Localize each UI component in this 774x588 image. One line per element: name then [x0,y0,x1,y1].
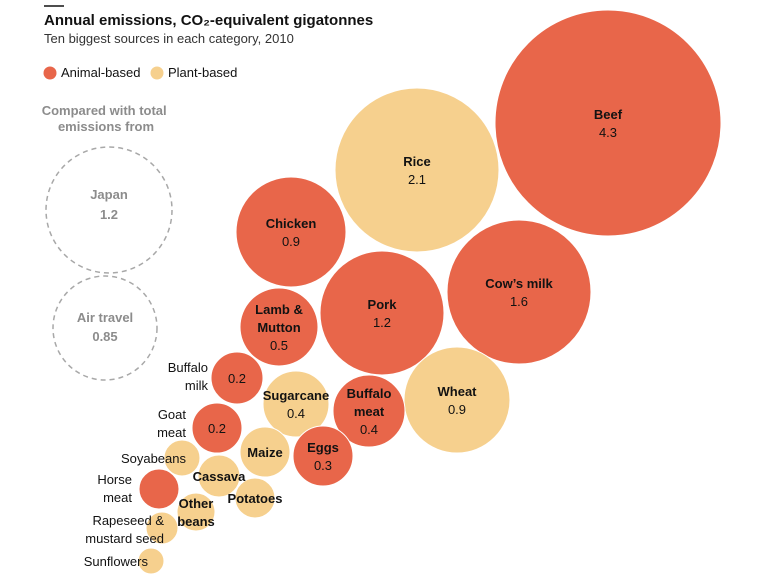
bubble-value-rice: 2.1 [408,172,426,187]
bubble-goat-meat [191,402,243,454]
bubble-cassava [197,454,241,498]
bubble-label-wheat: Wheat [438,384,478,399]
bubble-label-lamb-mutton: Lamb & [255,302,303,317]
bubble-pork [319,250,445,376]
bubble-chicken [235,176,347,288]
bubble-label-goat-meat: Goat [158,407,187,422]
bubble-label-horse-meat: Horse [97,472,132,487]
bubble-label-other-beans: beans [177,514,215,529]
bubble-potatoes [234,477,276,519]
bubble-horse-meat [138,468,180,510]
comparison-label-japan: Japan [90,187,128,202]
bubbles [137,9,722,575]
bubble-value-wheat: 0.9 [448,402,466,417]
bubble-label-sugarcane: Sugarcane [263,388,329,403]
bubble-wheat [403,346,511,454]
bubble-maize [239,426,291,478]
bubble-label-potatoes: Potatoes [228,491,283,506]
bubble-label-other-beans: Other [179,496,214,511]
bubble-other-beans [176,492,216,532]
bubble-beef [494,9,722,237]
bubble-label-pork: Pork [368,297,398,312]
bubble-label-cow-s-milk: Cow’s milk [485,276,553,291]
bubble-value-cow-s-milk: 1.6 [510,294,528,309]
comparison-panel: Compared with total emissions from Japan… [42,103,173,381]
bubble-value-beef: 4.3 [599,125,617,140]
bubble-lamb-mutton [239,287,319,367]
comparison-bubble-japan [45,146,173,274]
legend: Animal-based Plant-based [43,65,237,80]
bubble-label-rapeseed-mustard-seed: mustard seed [85,531,164,546]
bubble-value-eggs: 0.3 [314,458,332,473]
bubble-labels: Beef 4.3 Rice 2.1 Cow’s milk 1.6 Pork 1.2 Chicke… [84,107,623,569]
bubble-rice [334,87,500,253]
bubble-label-buffalo-milk: milk [185,378,209,393]
bubble-label-buffalo-milk: Buffalo [168,360,208,375]
bubble-label-beef: Beef [594,107,623,122]
bubble-value-buffalo-milk: 0.2 [228,371,246,386]
chart-subtitle: Ten biggest sources in each category, 20… [44,31,294,46]
bubble-value-sugarcane: 0.4 [287,406,305,421]
bubble-eggs [292,425,354,487]
chart-title: Annual emissions, CO₂-equivalent gigaton… [44,12,373,29]
bubble-value-pork: 1.2 [373,315,391,330]
bubble-label-rapeseed-mustard-seed: Rapeseed & [92,513,164,528]
bubble-sunflowers [137,547,165,575]
bubble-label-goat-meat: meat [157,425,186,440]
bubble-value-goat-meat: 0.2 [208,421,226,436]
bubble-buffalo-milk [210,351,264,405]
bubble-buffalo-meat [332,374,406,448]
bubble-label-buffalo-meat: meat [354,404,385,419]
bubble-label-chicken: Chicken [266,216,317,231]
legend-swatch-animal [43,66,57,80]
comparison-value-japan: 1.2 [100,207,118,222]
bubble-label-lamb-mutton: Mutton [257,320,300,335]
bubble-soyabeans [163,439,201,477]
bubble-label-eggs: Eggs [307,440,339,455]
comparison-title: Compared with total emissions from [42,103,171,134]
bubble-label-buffalo-meat: Buffalo [347,386,392,401]
bubble-label-cassava: Cassava [193,469,247,484]
bubble-value-lamb-mutton: 0.5 [270,338,288,353]
bubble-cow-s-milk [446,219,592,365]
comparison-value-air-travel: 0.85 [92,329,117,344]
bubble-label-sunflowers: Sunflowers [84,554,149,569]
comparison-label-air-travel: Air travel [77,310,133,325]
legend-label-animal: Animal-based [61,65,141,80]
legend-swatch-plant [150,66,164,80]
bubble-rapeseed-mustard-seed [145,511,179,545]
bubble-value-chicken: 0.9 [282,234,300,249]
legend-label-plant: Plant-based [168,65,237,80]
bubble-label-rice: Rice [403,154,430,169]
bubble-label-maize: Maize [247,445,282,460]
bubble-value-buffalo-meat: 0.4 [360,422,378,437]
bubble-sugarcane [262,370,330,438]
bubble-label-soyabeans: Soyabeans [121,451,187,466]
bubble-label-horse-meat: meat [103,490,132,505]
comparison-bubble-air-travel [52,275,158,381]
